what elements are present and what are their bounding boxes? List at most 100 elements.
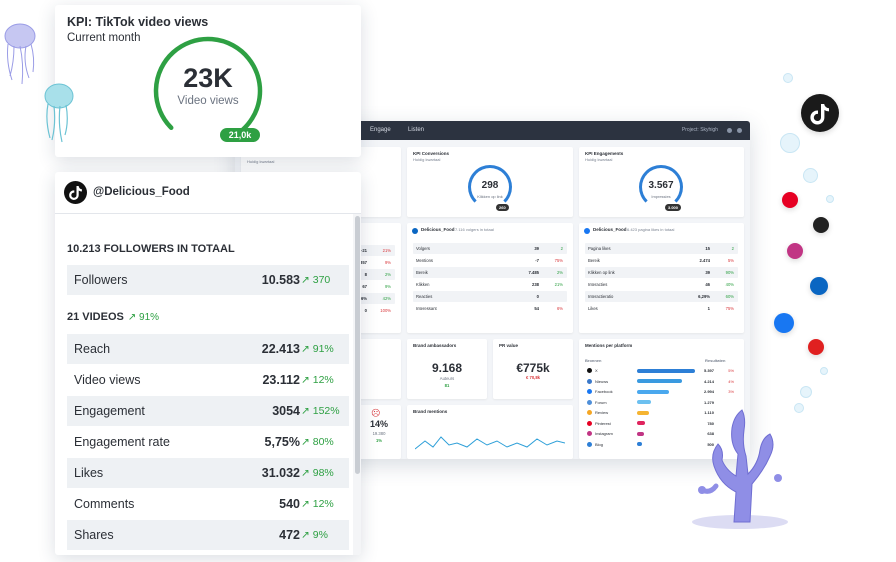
row-label: Engagement rate [74, 435, 170, 449]
tiktok-icon [801, 94, 839, 132]
mini-label: Interactieratio [588, 294, 614, 299]
followers-row: Followers 10.583 ↗ 370 [67, 265, 349, 295]
dash-card-ambassadors: Brand ambassadors 9.168 Auteurs 81 [407, 339, 487, 399]
row-label: Reach [74, 342, 111, 356]
mini-stat-row: Interactieratio 6,29% 60% [585, 291, 738, 302]
mini-stat-row: Reacties 0 [413, 291, 567, 302]
card-meta: 7.116 volgers in totaal [455, 227, 494, 232]
row-value: 22.413 [261, 342, 300, 356]
platform-bar [637, 410, 649, 415]
mini-value: 15 [705, 246, 710, 251]
mini-stat-row: Volgers 39 2 [413, 243, 567, 254]
platform-row: Nieuws 4.214 4% [585, 377, 738, 387]
mini-value: 6,29% [698, 294, 710, 299]
platform-value: 500 [707, 441, 714, 447]
tab-engage[interactable]: Engage [370, 127, 391, 133]
bubble-decoration [780, 133, 800, 153]
stat-row-video-views: Video views 23.112 ↗ 12% [67, 365, 349, 395]
row-label: Engagement [74, 404, 145, 418]
platform-value: 638 [707, 431, 714, 436]
mini-stat-row: Klikken op link 39 90% [585, 267, 738, 278]
youtube-icon [808, 339, 824, 355]
platform-value: 1.279 [703, 399, 714, 405]
mini-change: 2% [384, 272, 391, 277]
platform-name: Pinterest [595, 420, 611, 426]
ambassadors-label: Auteurs [439, 376, 455, 381]
platform-name: X [595, 368, 598, 373]
card-subtitle: Huidig kwartaal [585, 157, 613, 162]
project-label[interactable]: Project: Skyhigh [681, 127, 718, 133]
facebook-icon [774, 313, 794, 333]
stat-row-shares: Shares 472 ↗ 9% [67, 520, 349, 550]
kpi-title: KPI: TikTok video views [67, 15, 209, 29]
notifications-icon[interactable] [727, 128, 732, 133]
conversions-label: Klikken op link [477, 194, 503, 199]
mini-change: 2 [560, 246, 563, 251]
conversions-badge: 260 [496, 204, 509, 211]
mini-change: 60% [725, 294, 734, 299]
conversions-value: 298 [481, 180, 499, 191]
platform-value: 1.110 [704, 410, 714, 415]
platform-name: Review [595, 410, 609, 415]
mini-stat-row: Interessant 54 6% [413, 303, 567, 314]
kpi-value: 23K [183, 63, 233, 93]
card-title: PR value [499, 343, 519, 348]
engagements-gauge [639, 165, 683, 209]
mini-value: 54 [534, 306, 539, 311]
card-subtitle: Huidig kwartaal [413, 157, 441, 162]
mini-change: 42% [382, 296, 391, 301]
platform-row: Review 1.110 [585, 408, 738, 418]
platform-change: 4% [728, 378, 734, 384]
mini-stat-row: 0 100% [247, 305, 395, 316]
card-meta: 6.423 pagina likes in totaal [627, 227, 675, 232]
mini-label: Bereik [416, 270, 428, 275]
platform-value: 780 [707, 420, 714, 426]
platform-icon [587, 399, 592, 405]
coral-illustration [692, 409, 788, 529]
stat-row-comments: Comments 540 ↗ 12% [67, 489, 349, 519]
settings-icon[interactable] [737, 128, 742, 133]
platform-row: Pinterest 780 [585, 419, 738, 429]
engagements-label: Impressies [651, 194, 671, 199]
kpi-value-label: Video views [177, 95, 239, 107]
bubble-decoration [820, 367, 828, 375]
sentiment-change: 1% [375, 438, 383, 443]
sad-face-icon: ☹ [371, 408, 381, 418]
mini-value: 238 [532, 282, 539, 287]
row-label: Followers [74, 273, 128, 287]
mini-label: Klikken op link [588, 270, 615, 275]
platform-row: Forum 1.279 [585, 398, 738, 408]
x-icon [813, 217, 829, 233]
mini-stat-row: 67 9% [247, 281, 395, 292]
mini-label: Bereik [588, 258, 600, 263]
platform-name: Nieuws [595, 378, 609, 384]
platform-row: Instagram 638 [585, 429, 738, 439]
mini-change: 6% [556, 306, 563, 311]
kpi-target-badge: 21,0k [220, 128, 260, 142]
dash-card-engagements: KPI Engagements Huidig kwartaal 3.567 Im… [579, 147, 744, 217]
mini-change: 75% [554, 258, 563, 263]
linkedin-rows: Volgers 39 2 Mentions -7 75% Bereik 7.485 2% Klik… [407, 243, 573, 323]
tab-listen[interactable]: Listen [408, 127, 425, 133]
mini-stat-row: Mentions -7 75% [413, 255, 567, 266]
row-change: ↗ 152% [301, 405, 340, 417]
jellyfish-illustration [4, 23, 74, 143]
mini-change: 5% [727, 258, 734, 263]
row-value: 31.032 [261, 466, 300, 480]
scrollbar-thumb[interactable] [355, 216, 360, 474]
platform-icon [587, 441, 592, 447]
stat-row-reach: Reach 22.413 ↗ 91% [67, 334, 349, 364]
platform-value: 5.397 [703, 368, 714, 373]
mini-change: 21% [382, 248, 391, 253]
mini-change: 21% [554, 282, 563, 287]
platform-icon [587, 420, 592, 426]
card-title: KPI Conversions [413, 151, 450, 156]
mini-label: Reacties [416, 294, 433, 299]
videos-heading: 21 VIDEOS ↗ 91% [67, 311, 160, 323]
platform-row: X 5.397 5% [585, 366, 738, 376]
platform-bar [637, 431, 644, 436]
instagram-icon [787, 243, 803, 259]
bubble-decoration [783, 73, 793, 83]
account-name[interactable]: @Delicious_Food [93, 186, 190, 198]
row-change: ↗ 80% [301, 436, 334, 448]
